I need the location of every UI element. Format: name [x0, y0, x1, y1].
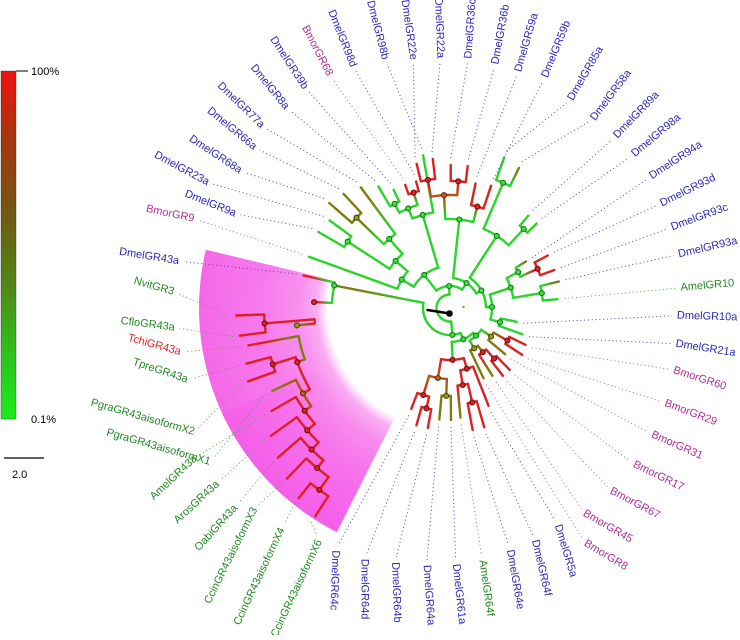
svg-text:DmelGR64c: DmelGR64c — [327, 550, 341, 611]
svg-text:100%: 100% — [31, 66, 59, 78]
svg-text:DmelGR10a: DmelGR10a — [677, 310, 739, 324]
svg-text:0.1%: 0.1% — [31, 414, 56, 426]
svg-text:DmelGR64b: DmelGR64b — [389, 562, 403, 623]
svg-text:DmelGR64d: DmelGR64d — [359, 559, 371, 620]
svg-text:DmelGR22a: DmelGR22a — [432, 0, 446, 59]
svg-text:2.0: 2.0 — [12, 469, 27, 481]
